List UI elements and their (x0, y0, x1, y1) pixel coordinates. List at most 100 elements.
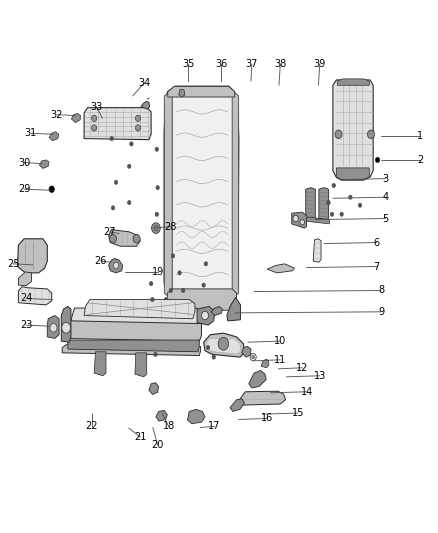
Text: 8: 8 (378, 286, 384, 295)
Polygon shape (18, 239, 47, 273)
Polygon shape (306, 188, 315, 220)
Text: 27: 27 (103, 227, 116, 237)
Circle shape (375, 157, 380, 163)
Circle shape (178, 271, 181, 275)
Text: 21: 21 (134, 432, 146, 442)
Text: 9: 9 (378, 307, 384, 317)
Text: 39: 39 (314, 59, 326, 69)
Polygon shape (179, 90, 185, 97)
Text: 13: 13 (314, 371, 326, 381)
Polygon shape (149, 383, 159, 394)
Polygon shape (61, 306, 71, 342)
Circle shape (202, 283, 205, 287)
Circle shape (335, 130, 342, 139)
Circle shape (156, 185, 159, 190)
Circle shape (92, 115, 97, 122)
Polygon shape (197, 306, 215, 325)
Circle shape (110, 136, 113, 141)
Polygon shape (239, 391, 286, 405)
Polygon shape (230, 399, 244, 411)
Circle shape (218, 337, 229, 350)
Text: 2: 2 (417, 155, 424, 165)
Circle shape (154, 352, 157, 357)
Polygon shape (337, 79, 369, 85)
Text: 34: 34 (138, 78, 151, 87)
Text: 26: 26 (95, 256, 107, 266)
Text: 24: 24 (20, 294, 32, 303)
Circle shape (340, 212, 343, 216)
Polygon shape (164, 86, 239, 310)
Circle shape (358, 203, 362, 207)
Circle shape (206, 345, 210, 350)
Polygon shape (242, 346, 251, 357)
Polygon shape (319, 188, 328, 220)
Circle shape (133, 235, 140, 243)
Text: 30: 30 (18, 158, 30, 167)
Polygon shape (84, 300, 195, 319)
Text: 1: 1 (417, 131, 424, 141)
Circle shape (62, 322, 71, 333)
Text: 15: 15 (292, 408, 304, 418)
Circle shape (110, 235, 117, 243)
Polygon shape (211, 306, 223, 316)
Text: 19: 19 (152, 267, 164, 277)
Circle shape (154, 225, 158, 231)
Polygon shape (336, 168, 369, 180)
Polygon shape (168, 86, 235, 97)
Text: 25: 25 (7, 259, 19, 269)
Text: 6: 6 (374, 238, 380, 247)
Circle shape (135, 125, 141, 131)
Text: 16: 16 (261, 414, 273, 423)
Circle shape (332, 183, 336, 188)
Circle shape (204, 262, 208, 266)
Circle shape (300, 220, 304, 225)
Text: 12: 12 (296, 363, 308, 373)
Polygon shape (306, 217, 329, 224)
Text: 37: 37 (246, 59, 258, 69)
Polygon shape (71, 114, 81, 123)
Polygon shape (47, 316, 59, 338)
Circle shape (152, 223, 160, 233)
Text: 38: 38 (274, 59, 286, 69)
Circle shape (349, 195, 352, 199)
Polygon shape (167, 289, 237, 310)
Text: 5: 5 (382, 214, 389, 223)
Polygon shape (172, 96, 232, 290)
Polygon shape (71, 308, 201, 324)
Text: 18: 18 (162, 422, 175, 431)
Text: 17: 17 (208, 422, 221, 431)
Circle shape (155, 212, 159, 216)
Text: 11: 11 (274, 355, 286, 365)
Polygon shape (261, 359, 269, 368)
Circle shape (92, 125, 97, 131)
Text: 22: 22 (86, 422, 98, 431)
Polygon shape (206, 338, 241, 354)
Text: 32: 32 (51, 110, 63, 119)
Circle shape (111, 206, 115, 210)
Circle shape (50, 324, 57, 332)
Text: 23: 23 (20, 320, 32, 330)
Circle shape (212, 355, 215, 359)
Text: 31: 31 (25, 128, 37, 138)
Circle shape (250, 353, 256, 361)
Text: 33: 33 (90, 102, 102, 111)
Circle shape (169, 288, 173, 293)
Text: 10: 10 (274, 336, 286, 346)
Circle shape (49, 186, 54, 192)
Polygon shape (39, 160, 49, 168)
Text: 29: 29 (18, 184, 30, 194)
Polygon shape (18, 272, 32, 286)
Circle shape (127, 200, 131, 205)
Polygon shape (49, 132, 59, 141)
Polygon shape (109, 259, 123, 273)
Circle shape (367, 130, 374, 139)
Text: 28: 28 (165, 222, 177, 231)
Circle shape (114, 180, 118, 184)
Text: 3: 3 (382, 174, 389, 183)
Polygon shape (292, 212, 307, 228)
Circle shape (171, 254, 175, 258)
Polygon shape (109, 229, 140, 246)
Polygon shape (94, 352, 106, 376)
Circle shape (293, 215, 298, 222)
Polygon shape (65, 320, 201, 341)
